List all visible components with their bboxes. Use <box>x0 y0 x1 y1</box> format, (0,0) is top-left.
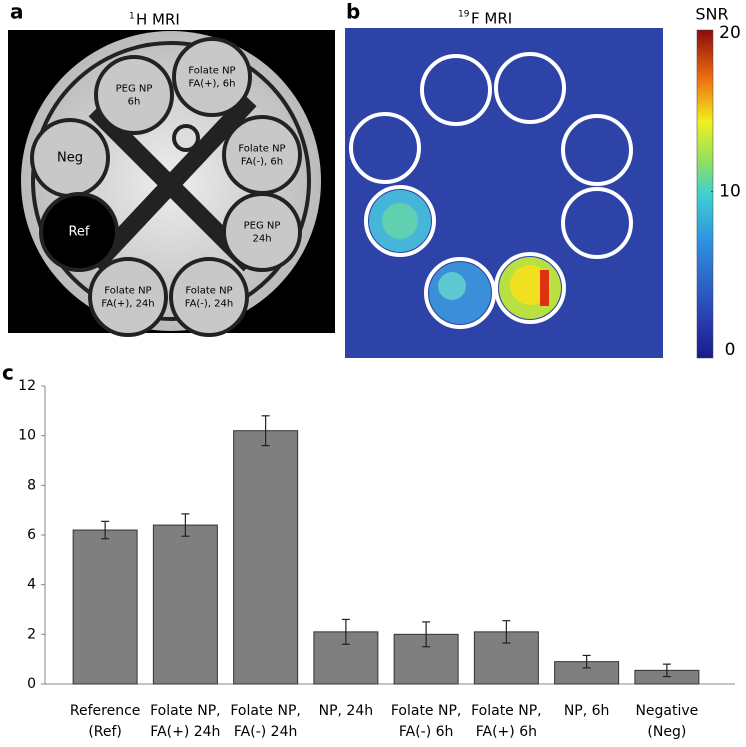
signal <box>540 270 549 306</box>
tube-label: PEG NP <box>116 84 153 95</box>
tube-label: Folate NP <box>104 286 151 297</box>
x-tick-label: (Ref) <box>88 724 122 740</box>
error-bar <box>662 663 671 678</box>
tube-label: FA(+), 24h <box>101 299 154 310</box>
error-bar <box>502 620 511 644</box>
y-tick-label: 10 <box>18 428 36 444</box>
bar <box>72 529 138 685</box>
tube-label: PEG NP <box>244 221 281 232</box>
tube-label: Folate NP <box>188 66 235 77</box>
x-tick-label: FA(+) 6h <box>476 724 537 740</box>
tube-label: FA(-), 24h <box>185 299 234 310</box>
x-tick-label: Negative <box>635 703 698 719</box>
x-tick-label: Folate NP, <box>150 703 221 719</box>
colorbar-tick-label: 10 <box>719 182 741 202</box>
tube-label: 24h <box>252 234 271 245</box>
panel-letter: a <box>10 0 24 24</box>
tube <box>169 257 249 337</box>
panel-letter: b <box>346 0 360 24</box>
panel-letter: c <box>2 361 14 385</box>
x-tick-label: NP, 24h <box>319 703 374 719</box>
tube <box>94 55 174 135</box>
signal <box>382 203 418 239</box>
superscript: 1 <box>129 12 135 22</box>
tube-label: Neg <box>57 151 83 166</box>
x-tick-label: Folate NP, <box>471 703 542 719</box>
signal <box>438 272 466 300</box>
tube <box>222 115 302 195</box>
x-tick-label: Folate NP, <box>391 703 462 719</box>
y-tick-label: 12 <box>18 378 36 394</box>
tube-outlines <box>349 52 633 329</box>
colorbar-tick-label: 0 <box>725 340 736 360</box>
tube-label: Folate NP <box>238 144 285 155</box>
panel-title: H MRI <box>136 11 180 29</box>
x-tick-label: FA(-) 6h <box>399 724 454 740</box>
x-tick-label: NP, 6h <box>564 703 610 719</box>
tube-label: FA(+), 6h <box>189 79 236 90</box>
tube <box>88 257 168 337</box>
panel-title: F MRI <box>471 10 512 28</box>
superscript: 19 <box>458 10 470 20</box>
x-tick-label: FA(+) 24h <box>150 724 220 740</box>
tube-label: 6h <box>128 97 141 108</box>
cross <box>88 93 257 272</box>
error-bar <box>261 415 270 447</box>
tube-label: FA(-), 6h <box>241 157 283 168</box>
colorbar-label: SNR <box>695 5 728 24</box>
bar <box>152 524 218 685</box>
colorbar-tick-label: 20 <box>719 23 741 43</box>
error-bar <box>181 513 190 537</box>
tube-label: Ref <box>68 225 89 240</box>
colorbar <box>696 29 714 359</box>
error-bar <box>582 654 591 669</box>
phantom-ring <box>31 41 311 321</box>
error-bar <box>341 618 350 645</box>
tube-label: Folate NP <box>185 286 232 297</box>
y-tick-label: 4 <box>27 577 36 593</box>
tube <box>172 124 200 152</box>
x-tick-label: FA(-) 24h <box>234 724 297 740</box>
x-tick-label: Folate NP, <box>230 703 301 719</box>
y-tick-label: 2 <box>27 626 36 642</box>
error-bar <box>422 621 431 648</box>
tube <box>39 192 119 272</box>
y-tick-label: 0 <box>27 676 36 692</box>
x-tick-label: Reference <box>70 703 141 719</box>
y-tick-label: 8 <box>27 477 36 493</box>
tube <box>172 37 252 117</box>
error-bar <box>101 520 110 540</box>
tube <box>222 192 302 272</box>
y-tick-label: 6 <box>27 527 36 543</box>
x-tick-label: (Neg) <box>647 724 686 740</box>
bar <box>233 430 299 685</box>
